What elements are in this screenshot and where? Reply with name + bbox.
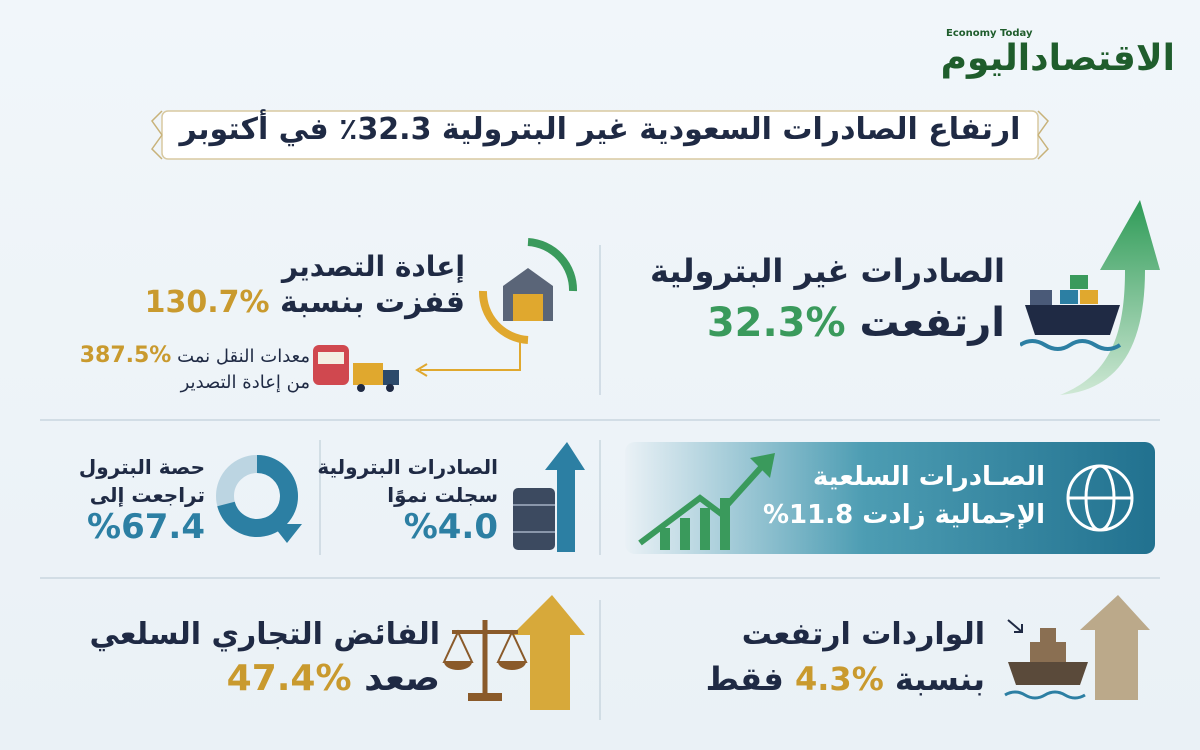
donut-icon [216,455,302,543]
imports-suffix: فقط [705,660,784,698]
share-line-2: تراجعت إلى [89,483,205,507]
imports-line-1: الواردات ارتفعت [741,617,985,652]
title: ارتفاع الصادرات السعودية غير البترولية 3… [179,112,1021,147]
reexport-note-1: معدات النقل نمت %387.5 [80,343,310,368]
imports-percent: %4.3 [795,660,884,698]
non-oil-line: ارتفعت %32.3 [707,300,1005,346]
surplus-line-2: صعد %47.4 [227,658,440,699]
imports-prefix: بنسبة [894,660,985,698]
green-arrow-ship-icon [1020,200,1160,395]
surplus-percent: %47.4 [226,658,352,699]
transport-icon [313,335,521,392]
title-frame [151,110,1049,160]
merch-line-2: الإجمالية زادت 11.8% [762,500,1045,530]
surplus-icon [442,595,585,710]
surplus-verb: صعد [364,658,440,699]
reexport-percent: %130.7 [144,285,270,320]
merch-line-1: الصـادرات السلعية [812,462,1045,492]
oil-line-2: سجلت نموًا [387,483,498,507]
reexport-verb: قفزت بنسبة [280,285,465,320]
surplus-line-1: الفائض التجاري السلعي [89,617,440,652]
note-percent: %387.5 [79,343,172,368]
logo-english: Economy Today [946,28,1033,39]
non-oil-percent: %32.3 [706,300,846,346]
reexport-note-2: من إعادة التصدير [180,372,310,393]
oil-line-1: الصادرات البترولية [317,455,498,479]
reexport-heading: إعادة التصدير [281,250,465,283]
reexport-icon [478,238,578,344]
non-oil-heading: الصادرات غير البترولية [650,252,1005,290]
oil-barrel-icon [513,442,585,552]
oil-percent: %4.0 [403,507,498,547]
share-line-1: حصة البترول [78,455,205,479]
logo-arabic: الاقتصاداليوم [940,38,1175,79]
non-oil-verb: ارتفعت [859,300,1005,346]
note-text: معدات النقل نمت [177,346,310,367]
imports-line-2: بنسبة %4.3 فقط [706,660,985,698]
reexport-line: قفزت بنسبة %130.7 [145,285,465,320]
merchandise-box [625,442,1155,554]
share-percent: %67.4 [87,507,205,547]
imports-icon [1004,595,1150,700]
